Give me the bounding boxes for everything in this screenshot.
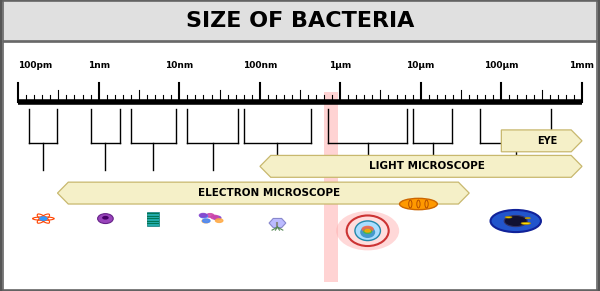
Polygon shape xyxy=(502,130,582,152)
Bar xyxy=(148,213,160,214)
Ellipse shape xyxy=(521,222,530,224)
Ellipse shape xyxy=(102,216,109,220)
Ellipse shape xyxy=(355,221,380,241)
Text: 10μm: 10μm xyxy=(407,61,435,70)
Text: 100pm: 100pm xyxy=(18,61,52,70)
Circle shape xyxy=(215,219,223,222)
Text: SIZE OF BACTERIA: SIZE OF BACTERIA xyxy=(186,11,414,31)
Text: 10nm: 10nm xyxy=(165,61,193,70)
Circle shape xyxy=(199,214,207,217)
Ellipse shape xyxy=(505,217,512,218)
Ellipse shape xyxy=(525,218,530,219)
Polygon shape xyxy=(269,219,286,228)
Polygon shape xyxy=(58,182,469,204)
Bar xyxy=(3,42,597,290)
Polygon shape xyxy=(260,155,582,177)
Ellipse shape xyxy=(336,211,399,250)
Ellipse shape xyxy=(400,198,437,210)
Circle shape xyxy=(364,230,371,233)
Text: 100μm: 100μm xyxy=(484,61,518,70)
Circle shape xyxy=(203,219,210,223)
Circle shape xyxy=(214,216,221,220)
Bar xyxy=(148,212,160,226)
Text: 1μm: 1μm xyxy=(329,61,351,70)
Circle shape xyxy=(211,215,218,219)
Ellipse shape xyxy=(347,215,389,246)
Text: 1nm: 1nm xyxy=(88,61,110,70)
Circle shape xyxy=(202,219,209,223)
Circle shape xyxy=(206,214,214,217)
Text: ELECTRON MICROSCOPE: ELECTRON MICROSCOPE xyxy=(198,188,340,198)
Circle shape xyxy=(504,215,527,227)
Bar xyxy=(148,221,160,222)
Ellipse shape xyxy=(360,226,375,238)
Circle shape xyxy=(200,214,208,218)
Circle shape xyxy=(362,226,373,232)
Text: 1mm: 1mm xyxy=(569,61,595,70)
Circle shape xyxy=(365,229,370,232)
Text: 100nm: 100nm xyxy=(243,61,277,70)
Bar xyxy=(3,1,597,41)
Ellipse shape xyxy=(98,214,113,223)
Bar xyxy=(148,216,160,217)
Bar xyxy=(148,223,160,224)
Ellipse shape xyxy=(491,210,541,232)
Circle shape xyxy=(40,217,47,220)
Bar xyxy=(325,92,338,282)
Text: LIGHT MICROSCOPE: LIGHT MICROSCOPE xyxy=(369,161,485,171)
Bar xyxy=(148,218,160,219)
Text: EYE: EYE xyxy=(538,136,558,146)
